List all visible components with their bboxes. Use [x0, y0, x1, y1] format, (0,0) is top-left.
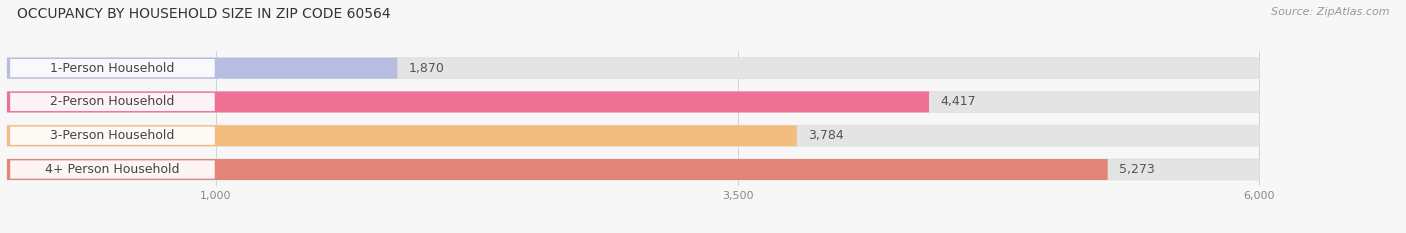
FancyBboxPatch shape — [7, 159, 1260, 180]
Text: OCCUPANCY BY HOUSEHOLD SIZE IN ZIP CODE 60564: OCCUPANCY BY HOUSEHOLD SIZE IN ZIP CODE … — [17, 7, 391, 21]
Text: 3-Person Household: 3-Person Household — [51, 129, 174, 142]
FancyBboxPatch shape — [10, 93, 215, 111]
Text: 4,417: 4,417 — [941, 96, 976, 108]
FancyBboxPatch shape — [7, 58, 1260, 79]
FancyBboxPatch shape — [7, 125, 1260, 146]
FancyBboxPatch shape — [7, 125, 797, 146]
FancyBboxPatch shape — [7, 92, 1260, 112]
Text: 1-Person Household: 1-Person Household — [51, 62, 174, 75]
Text: Source: ZipAtlas.com: Source: ZipAtlas.com — [1271, 7, 1389, 17]
FancyBboxPatch shape — [7, 58, 398, 79]
Text: 5,273: 5,273 — [1119, 163, 1154, 176]
FancyBboxPatch shape — [10, 59, 215, 77]
Text: 4+ Person Household: 4+ Person Household — [45, 163, 180, 176]
FancyBboxPatch shape — [10, 160, 215, 179]
Text: 3,784: 3,784 — [808, 129, 844, 142]
FancyBboxPatch shape — [7, 92, 929, 112]
Text: 1,870: 1,870 — [409, 62, 444, 75]
Text: 2-Person Household: 2-Person Household — [51, 96, 174, 108]
FancyBboxPatch shape — [7, 159, 1108, 180]
FancyBboxPatch shape — [10, 127, 215, 145]
